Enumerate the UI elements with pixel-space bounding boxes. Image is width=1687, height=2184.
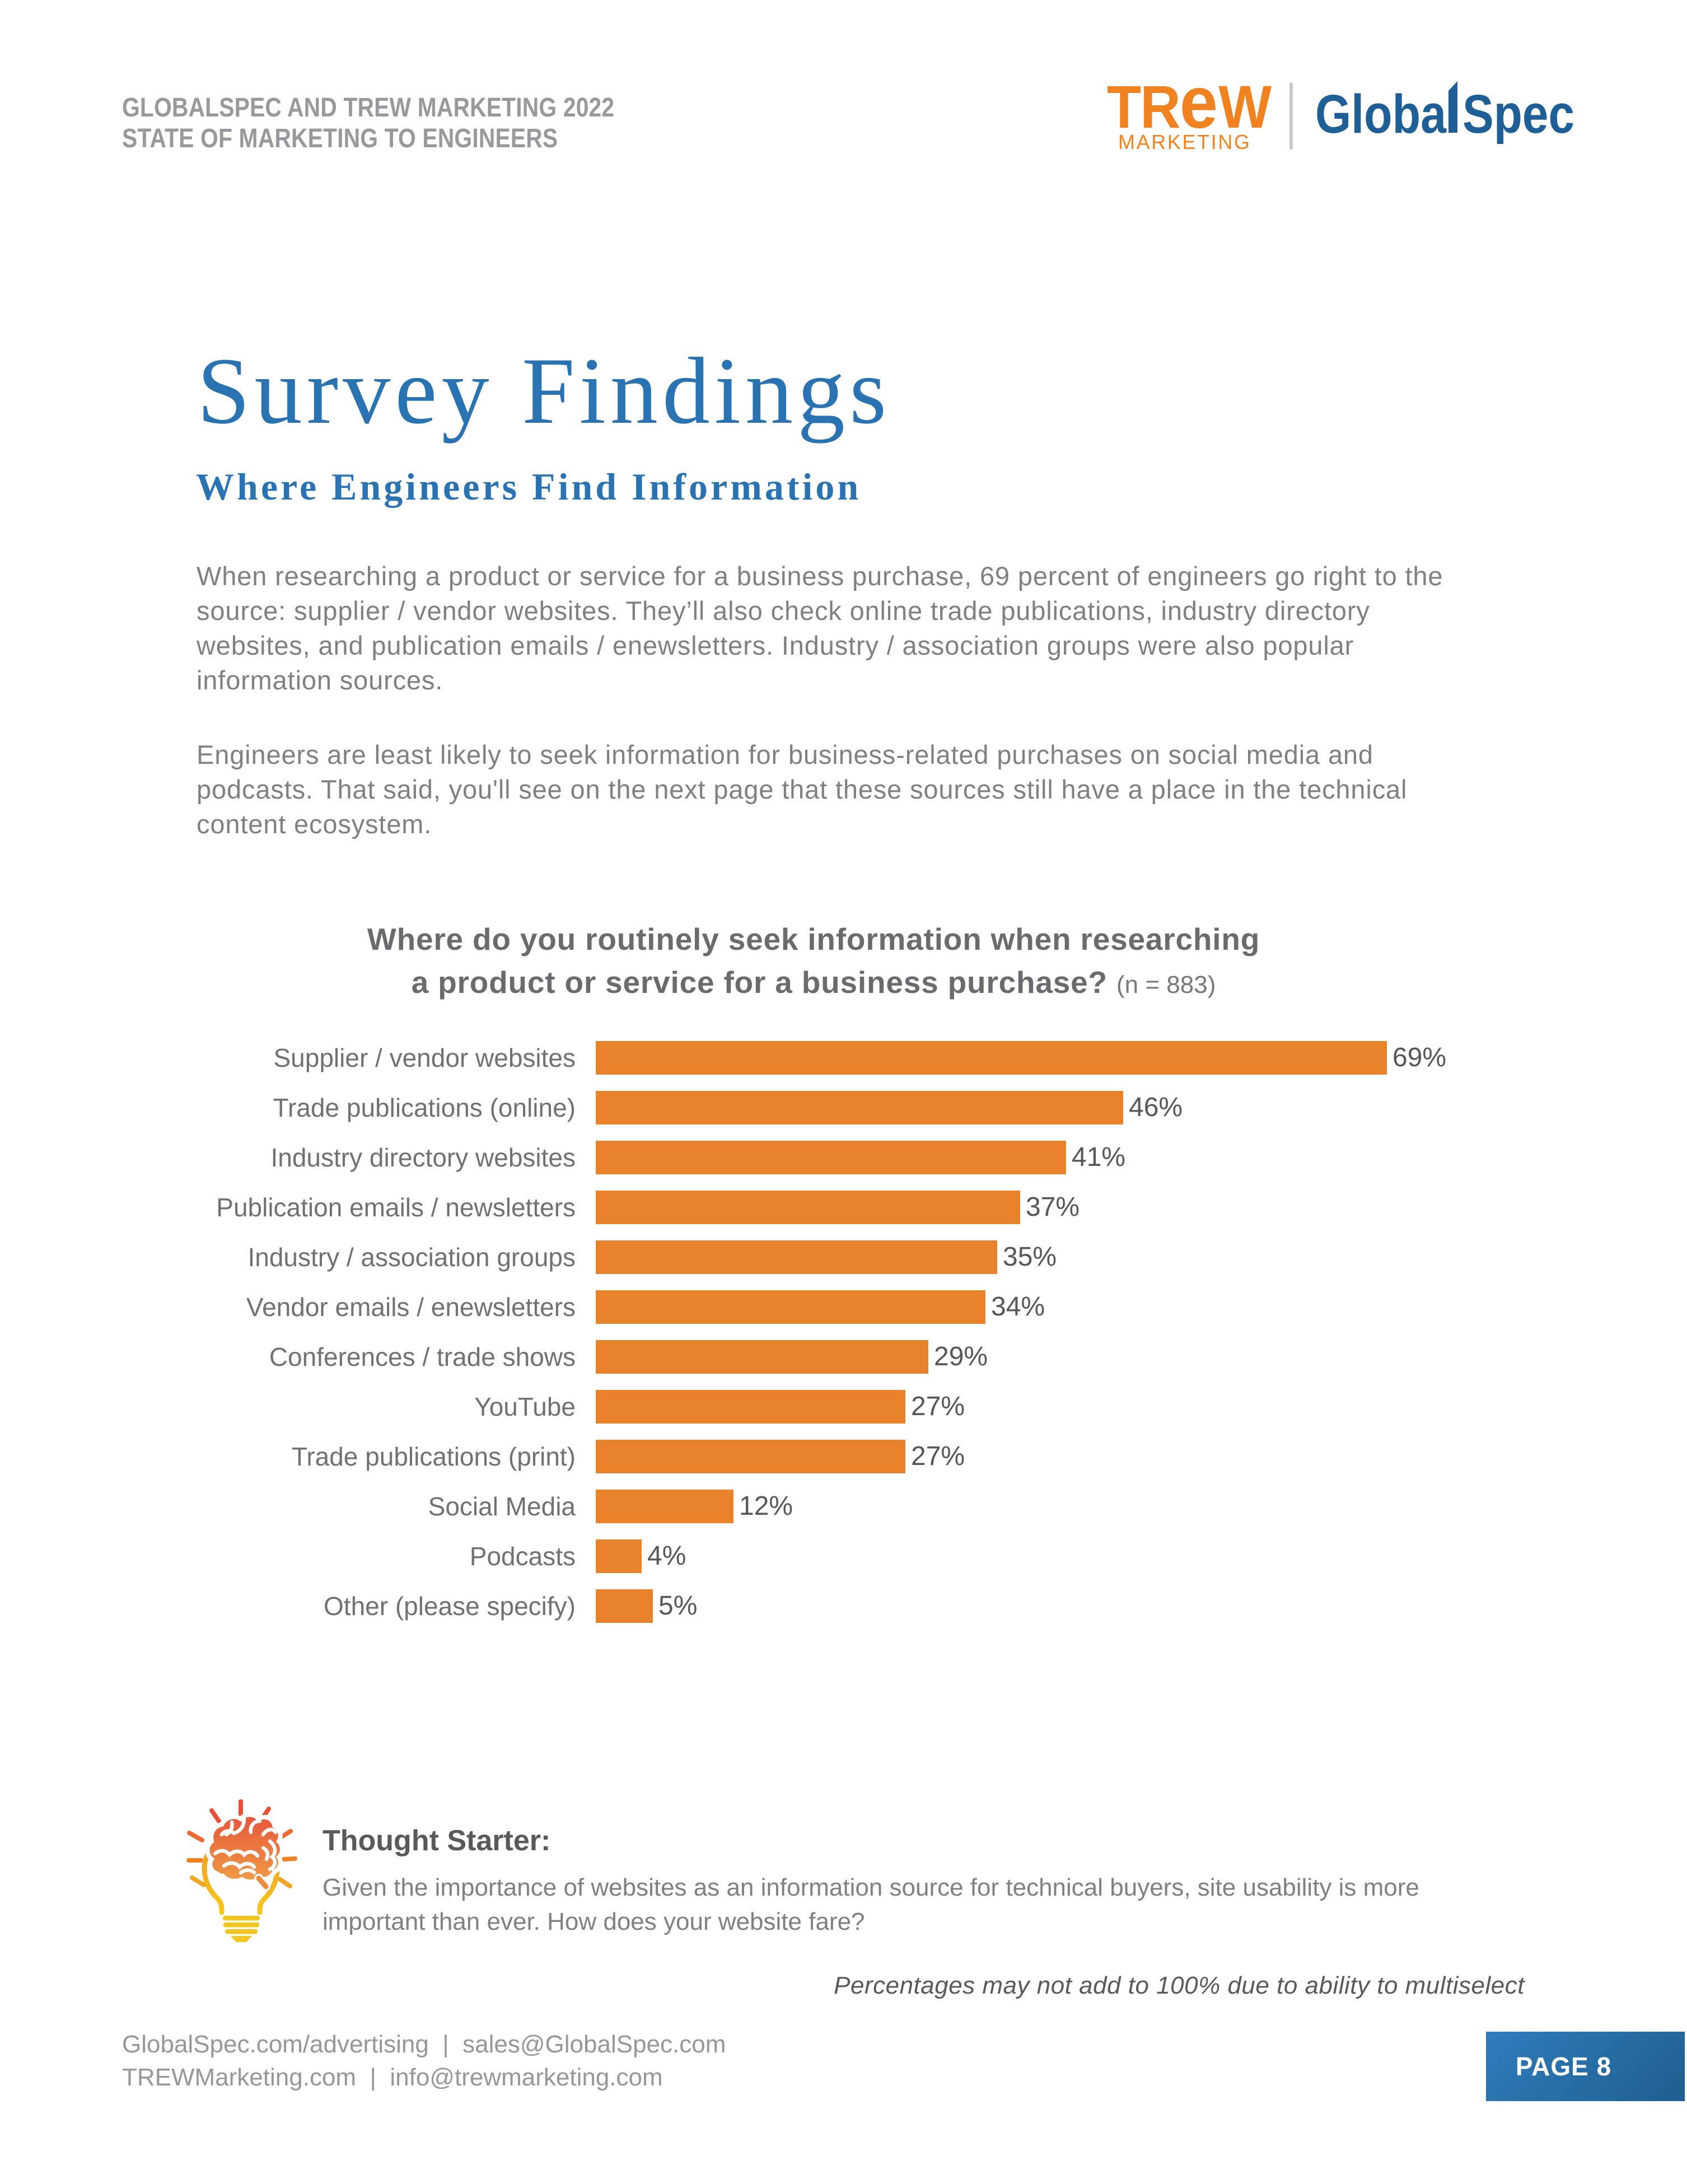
svg-text:MARKETING: MARKETING xyxy=(1118,130,1250,153)
svg-text:T: T xyxy=(1107,83,1141,141)
svg-text:Spec: Spec xyxy=(1462,83,1574,144)
svg-text:e: e xyxy=(1180,83,1218,143)
svg-text:R: R xyxy=(1140,83,1180,141)
svg-text:W: W xyxy=(1219,83,1272,141)
svg-text:Globa: Globa xyxy=(1315,83,1447,144)
